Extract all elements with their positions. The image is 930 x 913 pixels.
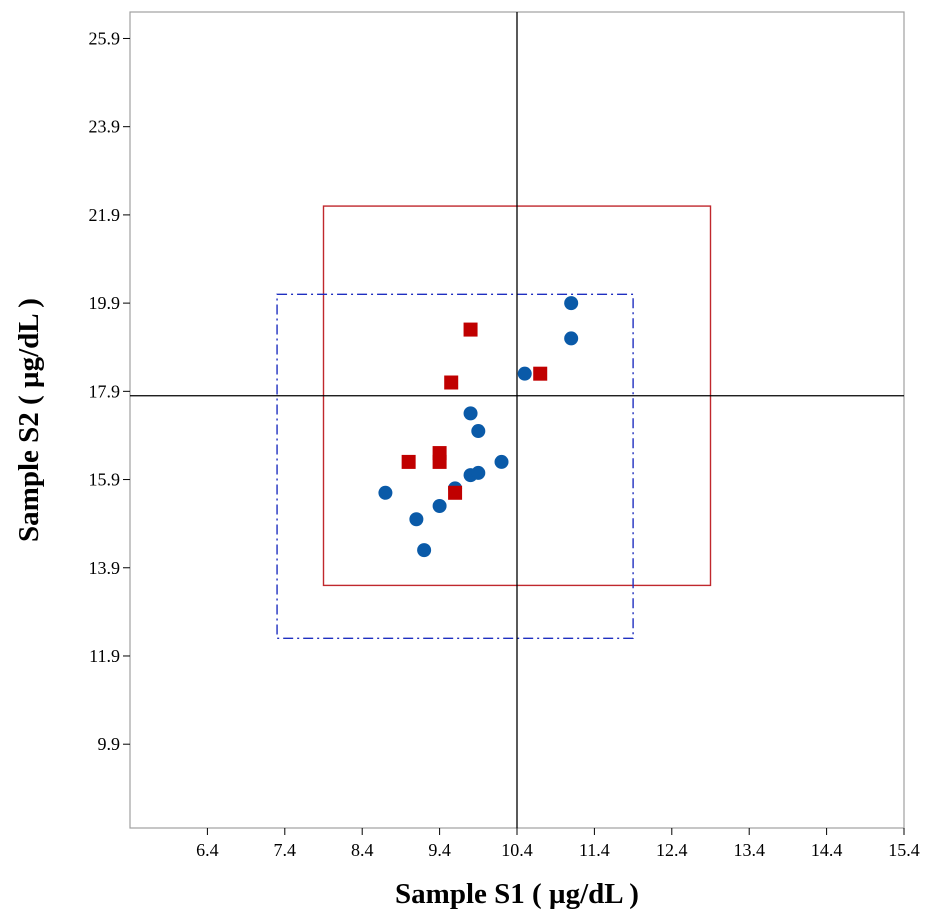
- y-tick-label-4: 17.9: [89, 381, 121, 401]
- x-tick-label-3: 9.4: [428, 840, 451, 860]
- y-axis-title: Sample S2 ( µg/dL ): [13, 298, 45, 542]
- data-point-circle-0-3: [432, 499, 447, 514]
- region-dash-dot-rectangle-1: [276, 293, 634, 640]
- data-point-square-1-4: [444, 375, 459, 390]
- data-point-square-1-6: [533, 366, 548, 381]
- data-point-circle-0-2: [417, 543, 432, 558]
- y-tick-label-6: 21.9: [89, 205, 121, 225]
- x-tick-label-0: 6.4: [196, 840, 219, 860]
- x-tick-label-8: 14.4: [811, 840, 843, 860]
- y-tick-label-7: 23.9: [89, 117, 121, 137]
- y-tick-label-1: 11.9: [89, 646, 120, 666]
- y-tick-label-3: 15.9: [89, 470, 121, 490]
- y-tick-label-8: 25.9: [89, 28, 121, 48]
- x-axis-title: Sample S1 ( µg/dL ): [395, 878, 639, 910]
- data-point-circle-0-6: [471, 465, 486, 480]
- data-point-square-1-5: [463, 322, 478, 337]
- data-point-circle-0-12: [564, 331, 579, 346]
- data-point-circle-0-8: [471, 424, 486, 439]
- data-point-square-1-2: [432, 446, 447, 461]
- data-point-circle-0-9: [494, 454, 509, 469]
- data-point-square-1-3: [448, 485, 463, 500]
- data-point-circle-0-11: [564, 296, 579, 311]
- data-point-circle-0-0: [378, 485, 393, 500]
- x-tick-label-1: 7.4: [274, 840, 297, 860]
- data-point-circle-0-1: [409, 512, 424, 527]
- x-tick-label-9: 15.4: [888, 840, 920, 860]
- x-tick-label-4: 10.4: [501, 840, 533, 860]
- x-tick-label-7: 13.4: [733, 840, 765, 860]
- x-tick-label-6: 12.4: [656, 840, 688, 860]
- x-tick-label-5: 11.4: [579, 840, 610, 860]
- data-point-circle-0-10: [517, 366, 532, 381]
- y-tick-label-5: 19.9: [89, 293, 121, 313]
- x-tick-label-2: 8.4: [351, 840, 374, 860]
- data-point-circle-0-7: [463, 406, 478, 421]
- y-tick-label-0: 9.9: [98, 734, 121, 754]
- y-tick-label-2: 13.9: [89, 558, 121, 578]
- data-point-square-1-0: [401, 454, 416, 469]
